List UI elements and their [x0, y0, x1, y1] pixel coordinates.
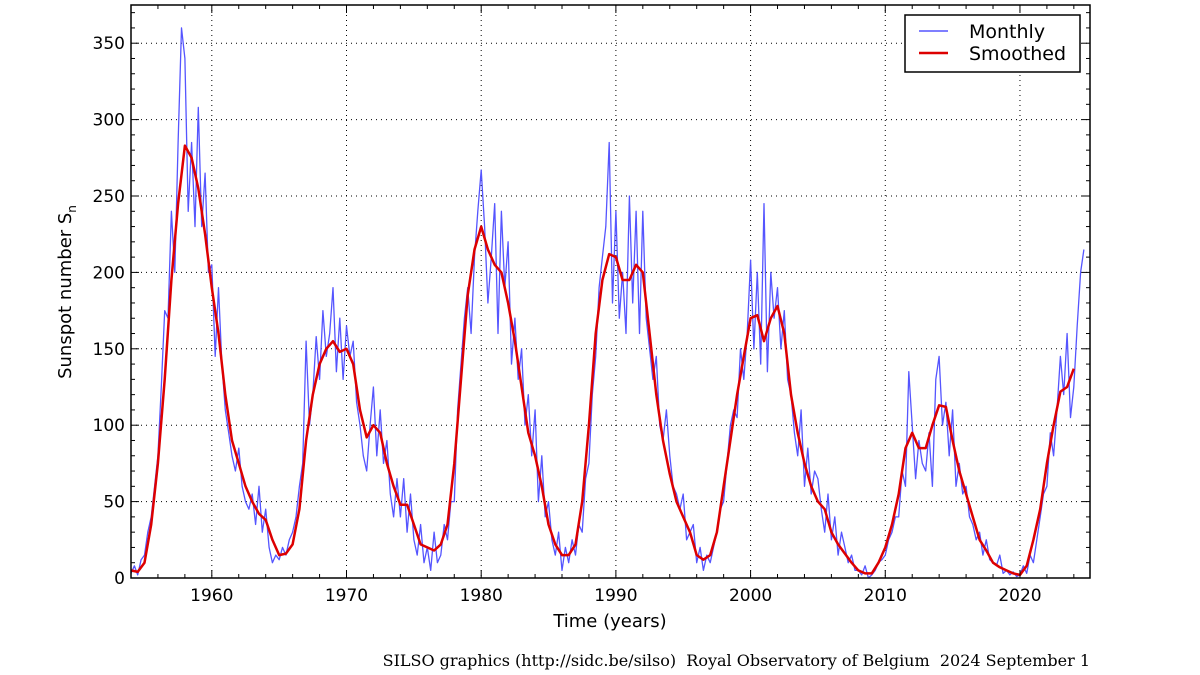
- y-tick-label: 50: [103, 493, 125, 513]
- x-tick-label: 1990: [594, 586, 637, 606]
- legend-label-smoothed: Smoothed: [969, 43, 1066, 65]
- series-monthly: [130, 27, 1085, 579]
- y-tick-label: 350: [93, 34, 125, 54]
- y-axis-label-subscript: n: [65, 205, 79, 213]
- x-tick-label: 2020: [998, 586, 1041, 606]
- x-tick-labels: 1960 1970 1980 1990 2000 2010 2020: [190, 586, 1041, 606]
- legend: Monthly Smoothed: [904, 14, 1081, 73]
- x-tick-label: 2000: [729, 586, 772, 606]
- x-tick-label: 2010: [864, 586, 907, 606]
- smoothed-line: [130, 144, 1075, 577]
- grid-lines: [131, 5, 1090, 578]
- footer-credit: SILSO graphics (http://sidc.be/silso) Ro…: [382, 651, 1090, 670]
- y-tick-label: 200: [93, 263, 125, 283]
- legend-label-monthly: Monthly: [969, 21, 1045, 43]
- x-tick-label: 1980: [460, 586, 503, 606]
- y-axis-label-main: Sunspot number S: [55, 213, 76, 379]
- x-tick-label: 1960: [190, 586, 233, 606]
- plot-frame: [130, 4, 1091, 579]
- x-tick-label: 1970: [325, 586, 368, 606]
- series-smoothed: [130, 144, 1075, 577]
- y-tick-label: 300: [93, 111, 125, 131]
- x-axis-label: Time (years): [552, 611, 666, 632]
- y-tick-label: 250: [93, 187, 125, 207]
- axis-ticks: [131, 5, 1090, 579]
- monthly-line: [130, 27, 1085, 579]
- y-tick-label: 100: [93, 416, 125, 436]
- y-tick-label: 150: [93, 340, 125, 360]
- legend-box: [904, 14, 1081, 73]
- y-tick-labels: 0 50 100 150 200 250 300 350: [93, 34, 125, 589]
- y-axis-label: Sunspot number Sn: [55, 205, 79, 379]
- y-tick-label: 0: [114, 569, 125, 589]
